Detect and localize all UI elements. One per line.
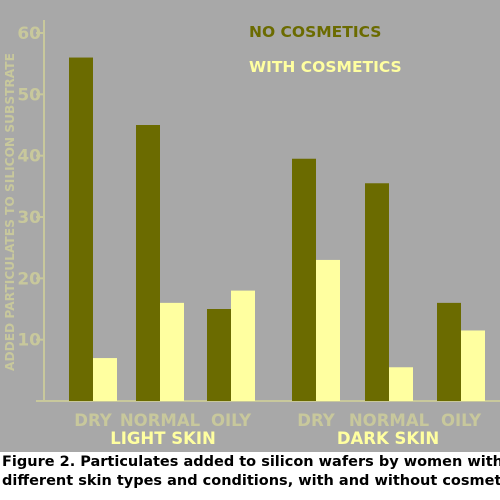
y-tick-label: 60	[17, 24, 41, 44]
bar	[437, 302, 461, 401]
x-category-label: DRY	[74, 411, 112, 430]
x-category-label: NORMAL	[349, 411, 430, 430]
y-tick-label: 30	[17, 208, 41, 228]
y-axis-label: ADDED PARTICULATES TO SILICON SUBSTRATE	[3, 53, 17, 371]
y-tick-label: 40	[17, 147, 41, 167]
bar	[365, 183, 389, 401]
bar	[207, 309, 231, 401]
caption-line-2: different skin types and conditions, wit…	[2, 473, 500, 489]
bar	[69, 57, 93, 402]
x-group-label: DARK SKIN	[337, 429, 439, 448]
x-category-label: NORMAL	[120, 411, 201, 430]
bar-chart: ADDED PARTICULATES TO SILICON SUBSTRATE 1…	[0, 0, 500, 452]
bar	[231, 290, 255, 401]
bar	[389, 367, 413, 401]
bar	[136, 125, 160, 401]
y-tick-label: 50	[17, 85, 41, 105]
bar	[93, 358, 117, 401]
bar	[461, 330, 485, 401]
y-tick-label: 20	[17, 269, 41, 289]
legend-with-cosmetics: WITH COSMETICS	[249, 58, 402, 76]
bar	[316, 259, 340, 401]
bar	[292, 158, 316, 401]
x-category-label: DRY	[297, 411, 335, 430]
legend-no-cosmetics: NO COSMETICS	[249, 23, 381, 41]
bar	[160, 302, 184, 401]
x-category-label: OILY	[211, 411, 252, 430]
x-category-label: OILY	[441, 411, 482, 430]
figure-caption: Figure 2. Particulates added to silicon …	[2, 453, 500, 491]
y-tick-label: 10	[17, 331, 41, 351]
x-group-label: LIGHT SKIN	[110, 429, 216, 448]
caption-line-1: Figure 2. Particulates added to silicon …	[2, 454, 500, 470]
